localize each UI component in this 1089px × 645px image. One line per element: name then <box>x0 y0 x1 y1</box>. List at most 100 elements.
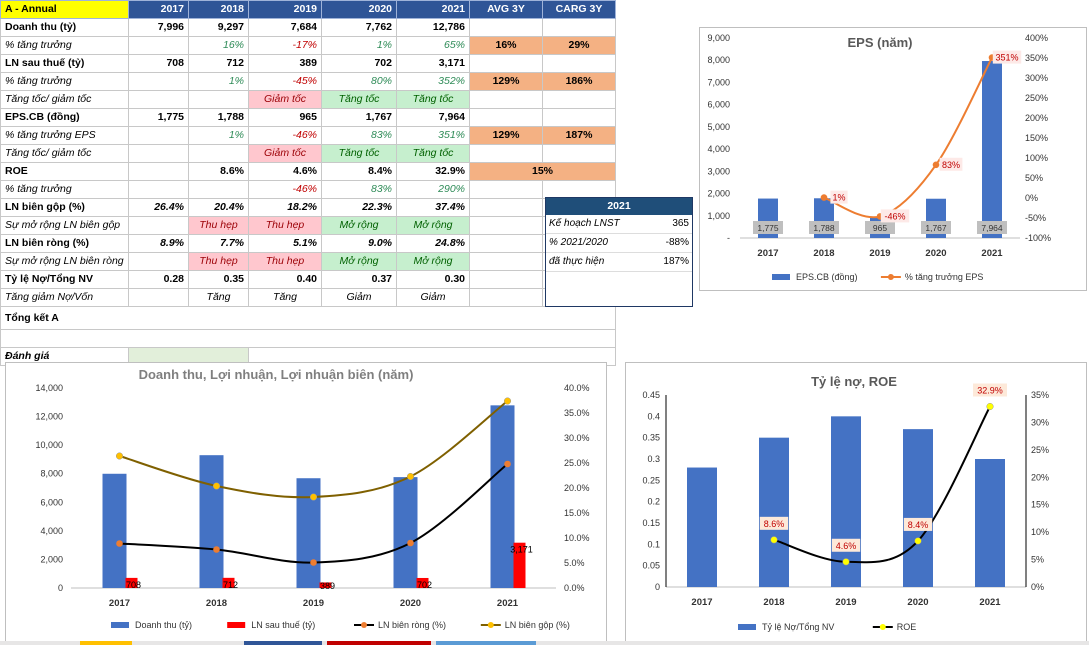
avg-cell[interactable] <box>469 90 543 109</box>
data-cell[interactable]: Thu hẹp <box>188 252 249 271</box>
sheet-tab[interactable] <box>327 641 431 645</box>
empty-cell[interactable] <box>0 329 616 348</box>
data-cell[interactable]: 24.8% <box>396 234 470 253</box>
data-cell[interactable]: 7.7% <box>188 234 249 253</box>
data-cell[interactable]: 7,996 <box>128 18 189 37</box>
year-header[interactable]: 2019 <box>248 0 322 19</box>
row-label[interactable]: Tỷ lệ Nợ/Tổng NV <box>0 270 129 289</box>
data-cell[interactable]: Thu hẹp <box>248 216 322 235</box>
row-label[interactable]: % tăng trưởng EPS <box>0 126 129 145</box>
avg-cell[interactable] <box>469 18 543 37</box>
eps-chart[interactable]: EPS (năm) - 1,000 2,000 3,000 4,000 5,000 6,000… <box>699 27 1087 291</box>
data-cell[interactable]: 290% <box>396 180 470 199</box>
year-header[interactable]: 2018 <box>188 0 249 19</box>
cagr-cell[interactable] <box>542 144 616 163</box>
data-cell[interactable]: -46% <box>248 126 322 145</box>
data-cell[interactable]: 32.9% <box>396 162 470 181</box>
row-label[interactable]: Tăng tốc/ giảm tốc <box>0 144 129 163</box>
cagr-cell[interactable]: 29% <box>542 36 616 55</box>
row-label[interactable]: LN sau thuế (tỷ) <box>0 54 129 73</box>
data-cell[interactable]: Tăng tốc <box>321 144 397 163</box>
avg-cell[interactable]: 129% <box>469 72 543 91</box>
data-cell[interactable]: Tăng <box>188 288 249 307</box>
data-cell[interactable]: Giảm <box>396 288 470 307</box>
row-label[interactable]: Tăng tốc/ giảm tốc <box>0 90 129 109</box>
avg-cell[interactable] <box>469 270 543 289</box>
cagr-cell[interactable] <box>542 18 616 37</box>
data-cell[interactable]: 8.4% <box>321 162 397 181</box>
data-cell[interactable]: 0.40 <box>248 270 322 289</box>
data-cell[interactable]: -45% <box>248 72 322 91</box>
year-header[interactable]: 2017 <box>128 0 189 19</box>
avg-cell[interactable] <box>469 54 543 73</box>
data-cell[interactable]: Tăng tốc <box>396 90 470 109</box>
data-cell[interactable]: 352% <box>396 72 470 91</box>
row-label[interactable]: EPS.CB (đồng) <box>0 108 129 127</box>
data-cell[interactable]: 20.4% <box>188 198 249 217</box>
row-label[interactable]: LN biên ròng (%) <box>0 234 129 253</box>
data-cell[interactable] <box>128 126 189 145</box>
data-cell[interactable] <box>128 180 189 199</box>
data-cell[interactable]: 12,786 <box>396 18 470 37</box>
data-cell[interactable]: 0.30 <box>396 270 470 289</box>
data-cell[interactable]: 1,775 <box>128 108 189 127</box>
data-cell[interactable]: Tăng tốc <box>321 90 397 109</box>
cagr-cell[interactable] <box>542 108 616 127</box>
data-cell[interactable]: 65% <box>396 36 470 55</box>
data-cell[interactable]: 0.28 <box>128 270 189 289</box>
data-cell[interactable]: 1,788 <box>188 108 249 127</box>
row-label[interactable]: Sự mở rộng LN biên gộp <box>0 216 129 235</box>
data-cell[interactable]: 37.4% <box>396 198 470 217</box>
cagr-header[interactable]: CARG 3Y <box>542 0 616 19</box>
data-cell[interactable]: Tăng tốc <box>396 144 470 163</box>
data-cell[interactable] <box>188 180 249 199</box>
sheet-title[interactable]: A - Annual <box>0 0 129 19</box>
eval-label[interactable]: Đánh giá <box>0 347 129 366</box>
cagr-cell[interactable] <box>542 90 616 109</box>
data-cell[interactable]: 1,767 <box>321 108 397 127</box>
data-cell[interactable]: 1% <box>188 126 249 145</box>
avg-cell[interactable] <box>469 198 543 217</box>
data-cell[interactable]: 351% <box>396 126 470 145</box>
row-label[interactable]: % tăng trưởng <box>0 72 129 91</box>
data-cell[interactable] <box>128 72 189 91</box>
row-label[interactable]: ROE <box>0 162 129 181</box>
data-cell[interactable]: Thu hẹp <box>188 216 249 235</box>
revenue-profit-chart[interactable]: Doanh thu, Lợi nhuận, Lợi nhuận biên (nă… <box>5 362 607 642</box>
data-cell[interactable]: Thu hẹp <box>248 252 322 271</box>
data-cell[interactable]: 3,171 <box>396 54 470 73</box>
data-cell[interactable]: 1% <box>188 72 249 91</box>
data-cell[interactable]: 8.9% <box>128 234 189 253</box>
data-cell[interactable]: -17% <box>248 36 322 55</box>
data-cell[interactable]: Giảm <box>321 288 397 307</box>
data-cell[interactable]: 83% <box>321 180 397 199</box>
data-cell[interactable] <box>128 162 189 181</box>
data-cell[interactable]: -46% <box>248 180 322 199</box>
eval-input[interactable] <box>128 347 249 366</box>
data-cell[interactable]: Giảm tốc <box>248 90 322 109</box>
data-cell[interactable] <box>188 90 249 109</box>
row-label[interactable]: Doanh thu (tỷ) <box>0 18 129 37</box>
data-cell[interactable]: Giảm tốc <box>248 144 322 163</box>
data-cell[interactable]: 7,964 <box>396 108 470 127</box>
year-header[interactable]: 2021 <box>396 0 470 19</box>
avg-header[interactable]: AVG 3Y <box>469 0 543 19</box>
data-cell[interactable]: 389 <box>248 54 322 73</box>
sheet-tab[interactable] <box>436 641 536 645</box>
row-label[interactable]: % tăng trưởng <box>0 36 129 55</box>
data-cell[interactable]: 7,684 <box>248 18 322 37</box>
data-cell[interactable]: Mở rộng <box>321 252 397 271</box>
data-cell[interactable]: 8.6% <box>188 162 249 181</box>
row-label[interactable]: Tăng giảm Nợ/Vốn <box>0 288 129 307</box>
data-cell[interactable]: 5.1% <box>248 234 322 253</box>
data-cell[interactable]: 80% <box>321 72 397 91</box>
data-cell[interactable]: Mở rộng <box>396 216 470 235</box>
data-cell[interactable]: 26.4% <box>128 198 189 217</box>
sheet-tab[interactable] <box>244 641 322 645</box>
avg-cell[interactable] <box>469 216 543 235</box>
data-cell[interactable]: Mở rộng <box>396 252 470 271</box>
cagr-cell[interactable] <box>542 180 616 199</box>
summary-title[interactable]: Tổng kết A <box>0 306 616 330</box>
data-cell[interactable]: 18.2% <box>248 198 322 217</box>
data-cell[interactable]: 22.3% <box>321 198 397 217</box>
